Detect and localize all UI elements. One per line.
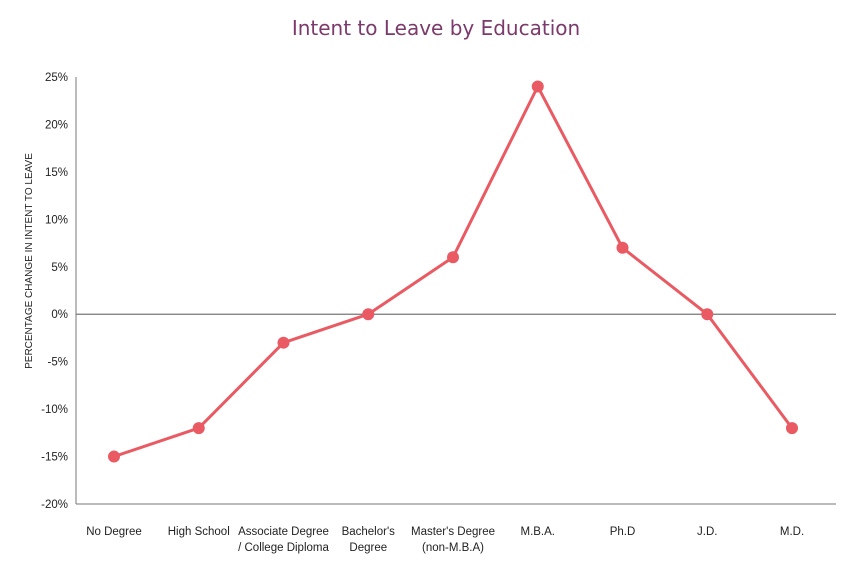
data-point <box>447 251 459 264</box>
data-point <box>277 336 290 349</box>
x-tick-label: Ph.D <box>610 526 636 538</box>
y-tick-label: 25% <box>45 72 68 84</box>
y-axis-label: PERCENTAGE CHANGE IN INTENT TO LEAVE <box>24 153 35 369</box>
x-tick-label: Bachelor's Degree <box>342 526 396 554</box>
y-tick-label: 15% <box>45 167 68 179</box>
data-point <box>701 308 714 321</box>
x-tick-label: M.D. <box>780 526 804 538</box>
y-tick-label: -10% <box>41 404 68 416</box>
y-tick-label: 10% <box>45 214 68 226</box>
x-tick-label: Master's Degree (non-M.B.A) <box>411 526 495 554</box>
axes <box>75 77 836 505</box>
data-point <box>192 422 205 435</box>
y-tick-label: 5% <box>51 262 68 274</box>
y-tick-label: -5% <box>48 357 68 369</box>
data-point <box>786 422 798 435</box>
x-tick-labels: No Degree High School Associate Degree / Co… <box>86 526 804 554</box>
x-tick-label: J.D. <box>697 526 717 538</box>
x-tick-label: Associate Degree / College Diploma <box>238 526 329 554</box>
x-tick-label: No Degree <box>86 526 142 538</box>
y-tick-labels: 25% 20% 15% 10% 5% 0% -5% -10% -15% -20% <box>41 72 68 511</box>
data-point <box>531 80 544 93</box>
y-tick-label: -20% <box>41 499 68 511</box>
y-tick-label: -15% <box>41 452 68 464</box>
series-line <box>112 84 794 459</box>
x-tick-label: M.B.A. <box>520 526 555 538</box>
chart-title: Intent to Leave by Education <box>292 16 580 40</box>
data-point <box>108 450 120 463</box>
y-tick-label: 20% <box>45 119 68 131</box>
data-series <box>108 80 798 463</box>
data-point <box>616 241 629 254</box>
data-point <box>362 308 375 321</box>
y-tick-label: 0% <box>51 309 68 321</box>
x-tick-label: High School <box>168 526 230 538</box>
